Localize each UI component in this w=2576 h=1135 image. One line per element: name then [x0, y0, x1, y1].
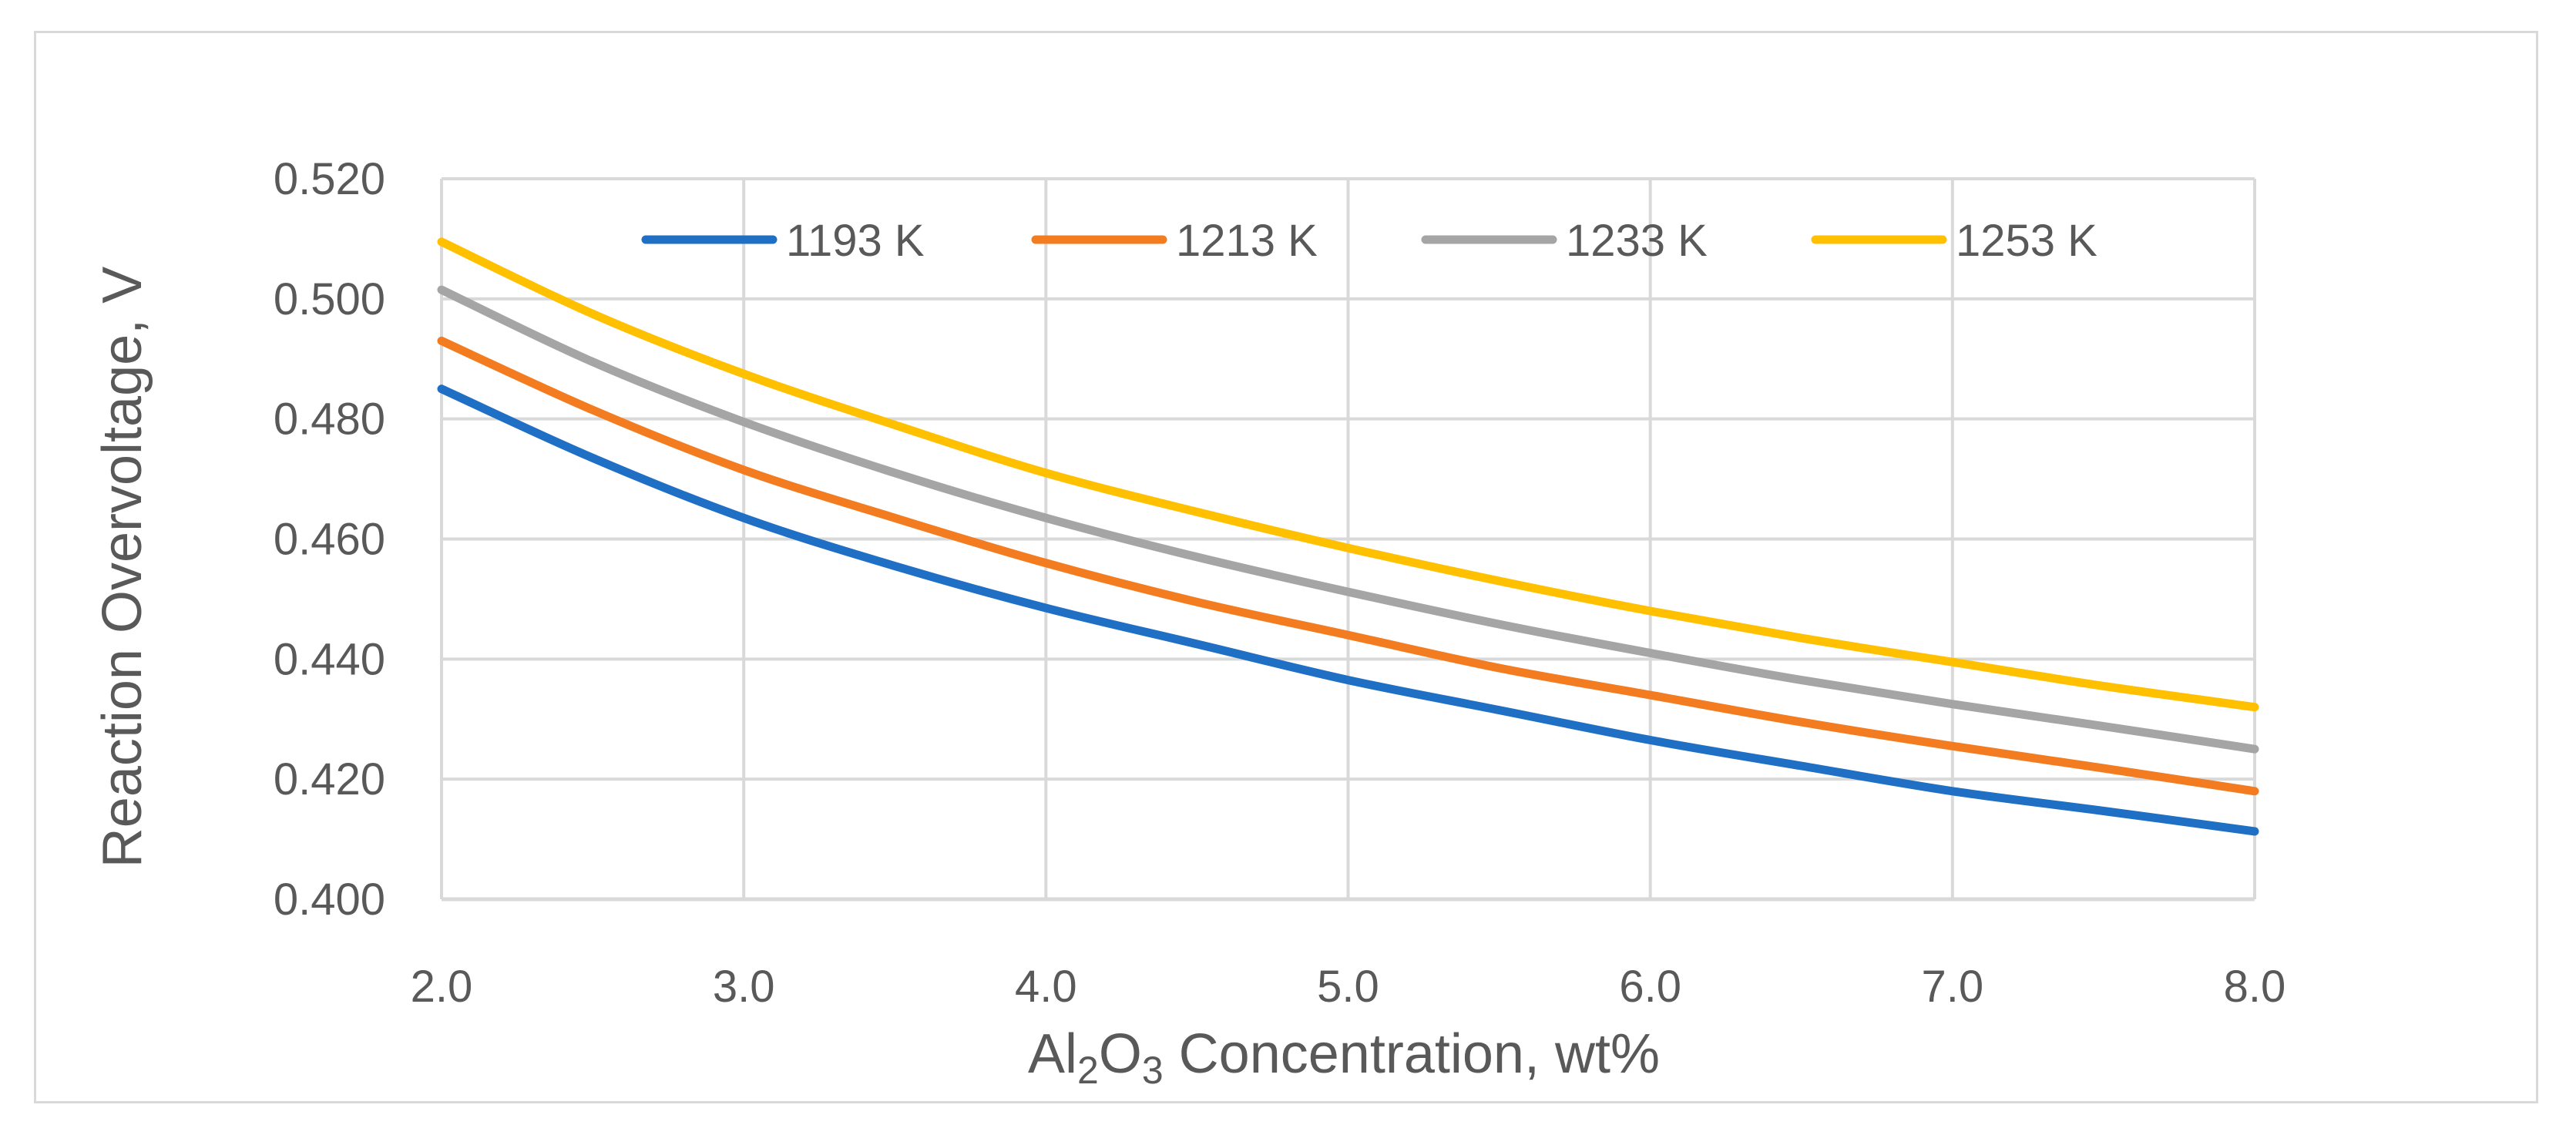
x-tick-label: 8.0: [2224, 962, 2286, 1012]
x-tick-label: 6.0: [1619, 962, 1681, 1012]
x-tick-labels: 2.0 3.0 4.0 5.0 6.0 7.0 8.0: [411, 962, 2286, 1012]
x-axis-title: Al2O3 Concentration, wt%: [1028, 1023, 1660, 1092]
series-line-1213-k: [437, 336, 2259, 796]
grid: [440, 177, 2256, 899]
legend-label: 1193 K: [786, 216, 925, 266]
y-tick-labels: 0.400 0.420 0.440 0.460 0.480 0.500 0.520: [274, 154, 385, 925]
x-tick-label: 2.0: [411, 962, 473, 1012]
y-tick-label: 0.500: [274, 274, 385, 324]
y-tick-label: 0.520: [274, 154, 385, 204]
series-lines: [437, 237, 2259, 836]
series-line-1193-k: [437, 384, 2259, 836]
x-axis-title-part: Al: [1028, 1023, 1077, 1085]
x-axis-title-subscript: 2: [1077, 1049, 1099, 1092]
x-axis-title-part: Concentration, wt%: [1164, 1023, 1660, 1085]
y-tick-label: 0.460: [274, 515, 385, 565]
y-tick-label: 0.440: [274, 634, 385, 684]
y-tick-label: 0.400: [274, 875, 385, 925]
y-tick-label: 0.480: [274, 395, 385, 445]
x-tick-label: 5.0: [1317, 962, 1379, 1012]
series-line-1253-k: [437, 237, 2259, 712]
y-axis-title: Reaction Overvoltage, V: [92, 267, 153, 868]
x-axis-title-subscript: 3: [1142, 1049, 1164, 1092]
legend-label: 1213 K: [1176, 216, 1318, 266]
legend-label: 1233 K: [1566, 216, 1708, 266]
x-tick-label: 4.0: [1015, 962, 1077, 1012]
legend-label: 1253 K: [1956, 216, 2097, 266]
x-tick-label: 7.0: [1922, 962, 1984, 1012]
series-line-1233-k: [437, 285, 2259, 754]
x-tick-label: 3.0: [713, 962, 775, 1012]
legend: 1193 K 1213 K 1233 K 1253 K: [641, 216, 2097, 266]
y-tick-label: 0.420: [274, 754, 385, 804]
chart-frame: [34, 31, 2538, 1103]
x-axis-title-part: O: [1099, 1023, 1142, 1085]
